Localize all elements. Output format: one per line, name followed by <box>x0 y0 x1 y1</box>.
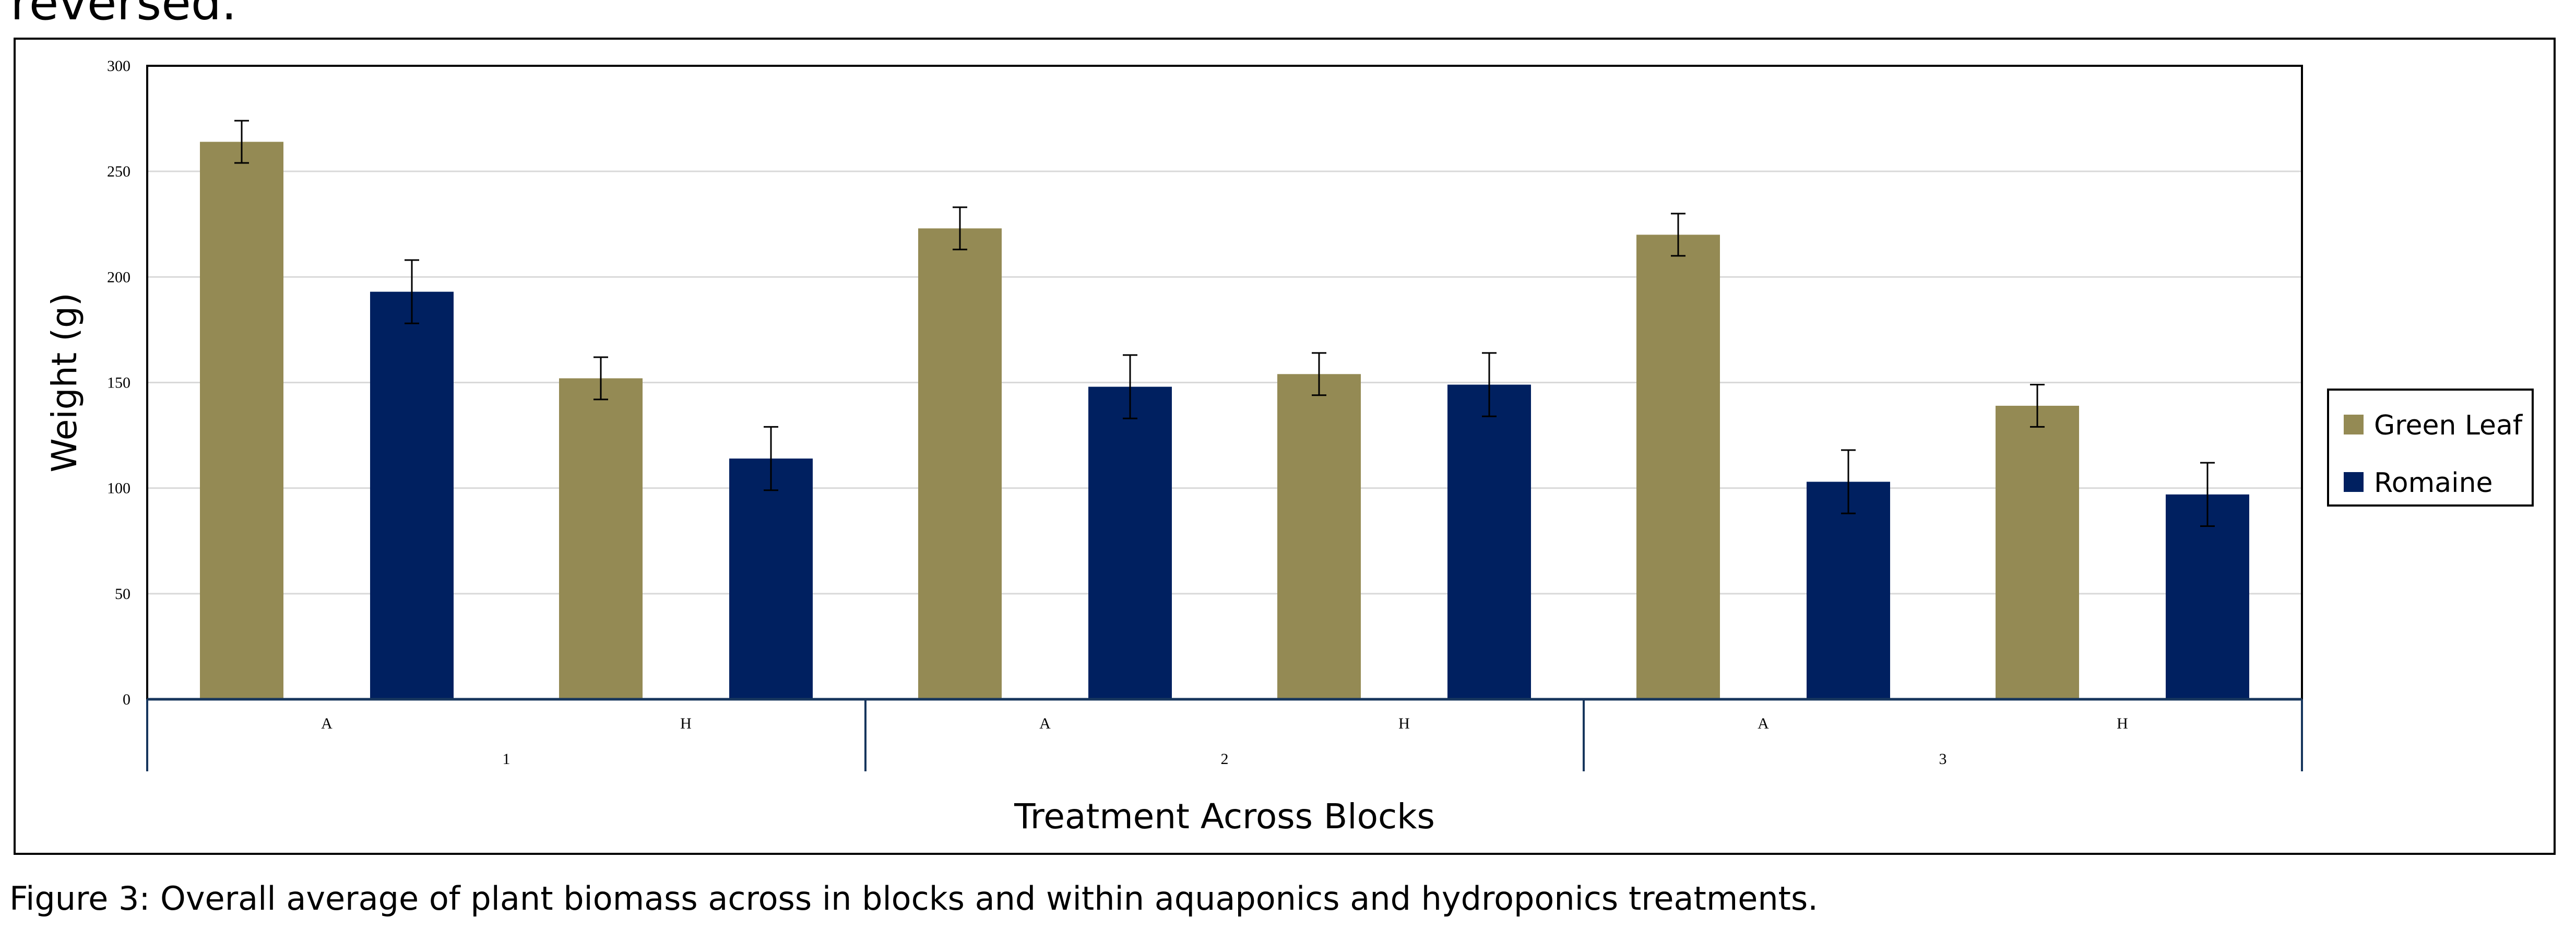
bar-romaine-1A <box>370 291 454 699</box>
y-tick-label: 250 <box>107 163 130 180</box>
bar-chart: 0 50 100 150 200 250 300 A H A H A H 1 2 3 Weight (g) T… <box>44 57 2534 837</box>
bar-green-leaf-3A <box>1636 234 1720 699</box>
x-tick-label-treatment: H <box>680 715 692 732</box>
bar-green-leaf-2H <box>1277 374 1361 699</box>
gridlines <box>147 65 2302 595</box>
x-tick-label-treatment: A <box>1758 715 1769 732</box>
legend-label: Green Leaf <box>2374 410 2523 441</box>
labels: 0 50 100 150 200 250 300 A H A H A H 1 2 3 <box>107 57 2128 768</box>
bar-green-leaf-3H <box>1996 405 2079 699</box>
bars <box>200 120 2249 699</box>
x-tick-label-block: 3 <box>1939 750 1947 768</box>
x-tick-label-treatment: H <box>1398 715 1410 732</box>
x-tick-label-treatment: A <box>1039 715 1051 732</box>
preceding-text-fragment: reversed. <box>10 0 237 31</box>
bar-green-leaf-2A <box>918 228 1002 699</box>
x-tick-label-block: 2 <box>1221 750 1229 768</box>
legend: Green Leaf Romaine <box>2327 389 2534 507</box>
legend-swatch <box>2344 415 2364 434</box>
y-axis-title: Weight (g) <box>44 292 85 472</box>
bar-green-leaf-1H <box>559 378 643 699</box>
legend-label: Romaine <box>2374 467 2493 499</box>
y-tick-label: 0 <box>123 691 130 708</box>
x-tick-label-treatment: H <box>2117 715 2128 732</box>
y-tick-label: 150 <box>107 374 130 392</box>
bar-romaine-2A <box>1088 386 1172 699</box>
legend-swatch <box>2344 472 2364 492</box>
figure-caption: Figure 3: Overall average of plant bioma… <box>9 879 1818 918</box>
axes <box>146 65 2303 771</box>
y-tick-label: 300 <box>107 57 130 75</box>
y-tick-label: 200 <box>107 268 130 286</box>
bar-romaine-3H <box>2166 494 2249 699</box>
x-tick-label-block: 1 <box>503 750 511 768</box>
x-axis-title: Treatment Across Blocks <box>1014 796 1435 837</box>
chart-frame: 0 50 100 150 200 250 300 A H A H A H 1 2 3 Weight (g) T… <box>14 38 2556 855</box>
bar-romaine-3A <box>1807 481 1890 699</box>
bar-romaine-2H <box>1447 384 1531 699</box>
bar-romaine-1H <box>729 459 813 699</box>
y-tick-label: 50 <box>115 585 130 603</box>
y-tick-label: 100 <box>107 480 130 497</box>
x-tick-label-treatment: A <box>321 715 333 732</box>
bar-green-leaf-1A <box>200 142 283 699</box>
